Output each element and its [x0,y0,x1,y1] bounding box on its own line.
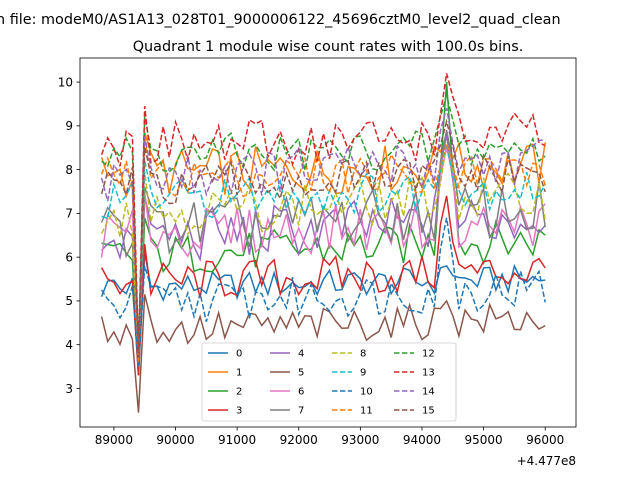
series-line-6 [100,147,546,367]
x-tick-label: 90000 [156,433,194,447]
legend-label: 7 [298,406,304,417]
legend-frame [201,342,457,422]
series-line-3 [100,195,546,376]
legend-label: 15 [422,406,435,417]
x-offset-label: +4.477e8 [517,454,576,468]
y-tick-label: 6 [65,250,73,264]
y-axis: 3 4 5 6 7 8 9 10 [58,75,80,396]
series-line-7 [100,130,546,367]
x-tick-label: 94000 [403,433,441,447]
legend-label: 5 [298,368,304,379]
series-layer [100,73,546,413]
series-line-14 [100,108,546,358]
y-tick-label: 3 [65,382,73,396]
legend-label: 13 [422,368,435,379]
x-axis: 89000 90000 91000 92000 93000 94000 95000 96000 [95,427,564,447]
series-line-5 [100,294,546,413]
legend-label: 14 [422,387,435,398]
plot-area [79,57,577,428]
series-line-0 [100,252,546,376]
series-line-13 [100,73,546,350]
y-tick-label: 5 [65,294,73,308]
y-tick-label: 9 [65,119,73,133]
legend-label: 4 [298,349,304,360]
series-line-11 [100,138,546,363]
y-tick-label: 4 [65,338,73,352]
legend-label: 12 [422,349,435,360]
legend-label: 8 [360,349,366,360]
legend-label: 10 [360,387,373,398]
series-line-4 [101,134,546,367]
x-tick-label: 89000 [95,433,133,447]
series-line-12 [101,92,546,354]
y-tick-label: 8 [65,163,73,177]
y-tick-label: 10 [58,75,73,89]
legend-label: 6 [298,387,304,398]
y-tick-label: 7 [65,207,73,221]
legend-label: 3 [236,406,242,417]
legend-label: 1 [236,368,242,379]
x-tick-label: 91000 [218,433,256,447]
legend-label: 0 [236,349,242,360]
chart-title: Quadrant 1 module wise count rates with … [133,39,524,55]
x-tick-label: 96000 [526,433,564,447]
legend-label: 2 [236,387,242,398]
series-line-1 [100,132,546,367]
legend-label: 11 [360,406,373,417]
series-line-15 [100,118,546,358]
x-tick-label: 92000 [280,433,318,447]
x-tick-label: 95000 [464,433,502,447]
series-line-9 [101,143,546,363]
axes-frame [79,57,577,428]
figure-suptitle: n file: modeM0/AS1A13_028T01_9000006122_… [0,12,561,28]
legend-label: 9 [360,368,366,379]
series-line-10 [100,217,546,367]
x-tick-label: 93000 [341,433,379,447]
